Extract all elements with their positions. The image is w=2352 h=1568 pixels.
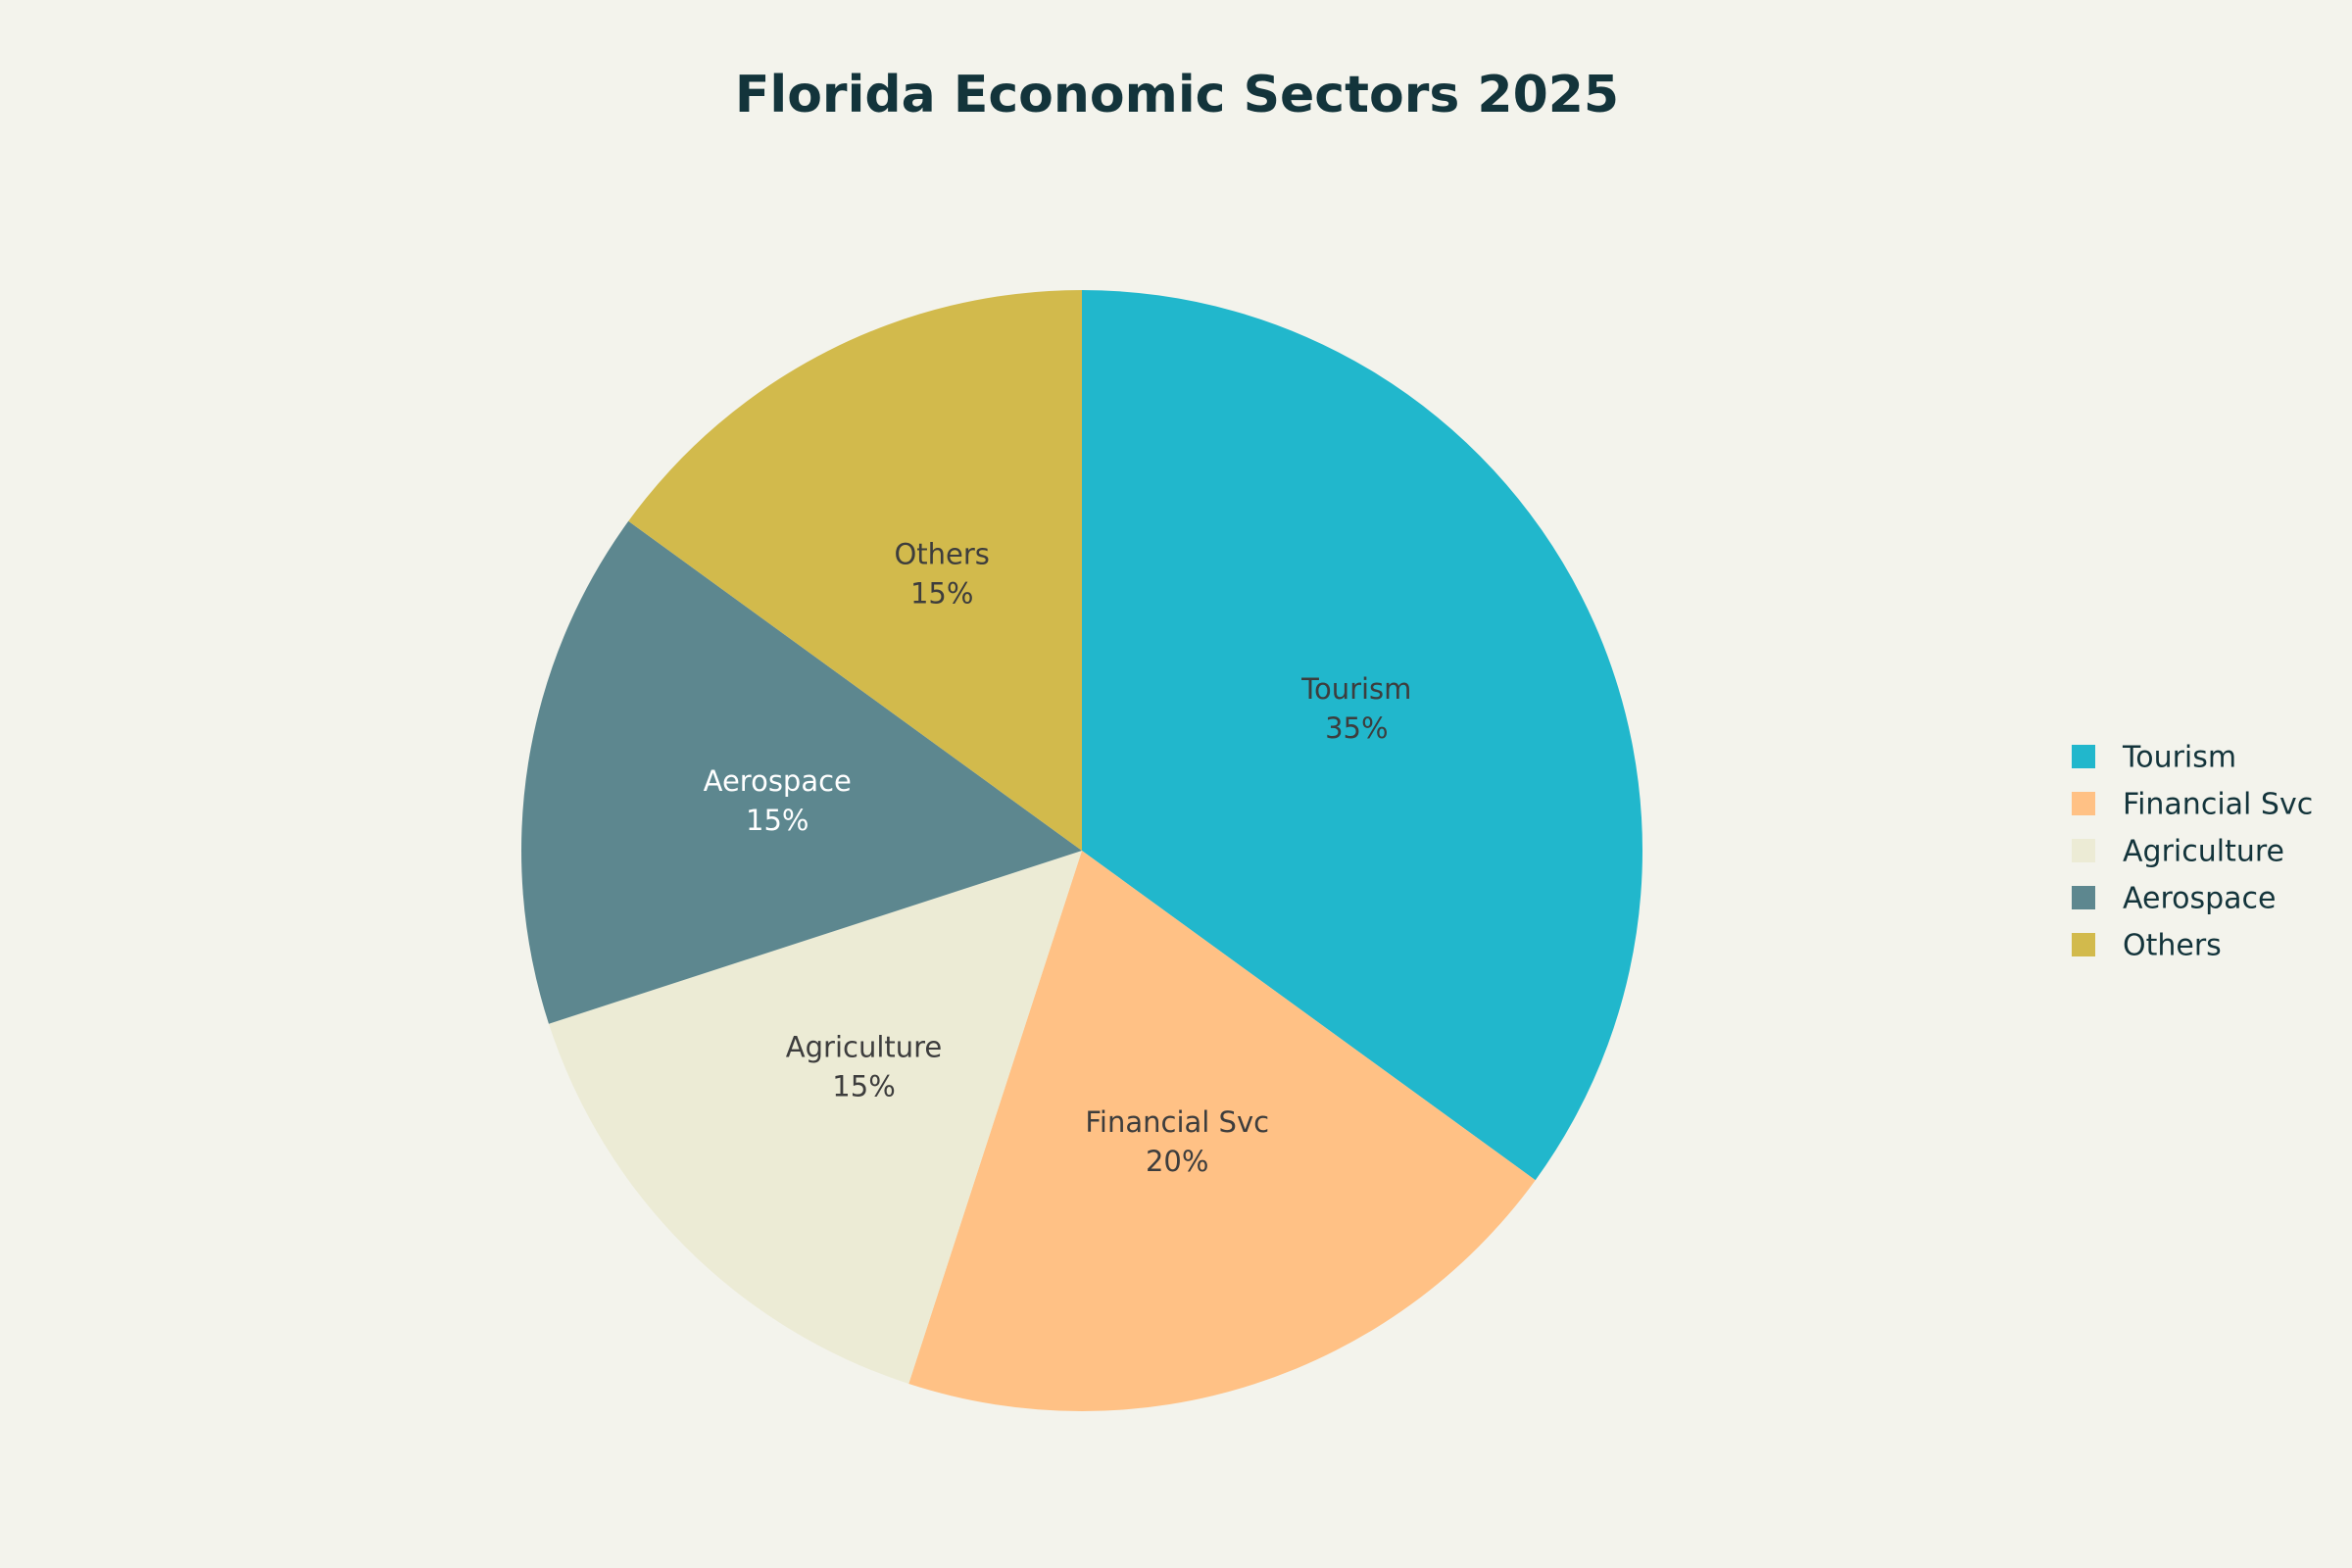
legend-swatch — [2072, 886, 2095, 909]
legend-label: Others — [2123, 929, 2222, 963]
pie-slice — [1082, 290, 1642, 1181]
legend-swatch — [2072, 839, 2095, 862]
slice-label: Financial Svc — [1085, 1105, 1269, 1139]
legend-swatch — [2072, 933, 2095, 956]
slice-label: Aerospace — [704, 764, 852, 798]
pie-slice — [908, 851, 1536, 1411]
pie-slice — [628, 290, 1082, 851]
legend-swatch — [2072, 792, 2095, 815]
slice-value-label: 20% — [1146, 1145, 1208, 1178]
legend-swatch — [2072, 745, 2095, 768]
chart-title: Florida Economic Sectors 2025 — [735, 66, 1619, 124]
slice-label: Agriculture — [786, 1030, 943, 1063]
pie-slice — [521, 520, 1082, 1024]
slice-value-label: 15% — [746, 804, 808, 837]
legend-label: Tourism — [2122, 741, 2236, 775]
slice-label: Others — [894, 538, 989, 571]
slice-value-label: 15% — [832, 1069, 895, 1102]
slice-value-label: 35% — [1325, 711, 1388, 745]
slice-value-label: 15% — [910, 577, 973, 611]
pie-slice — [548, 851, 1082, 1385]
legend-label: Financial Svc — [2123, 788, 2313, 822]
legend-label: Aerospace — [2123, 882, 2277, 916]
legend-label: Agriculture — [2123, 835, 2284, 869]
slice-label: Tourism — [1300, 672, 1411, 706]
